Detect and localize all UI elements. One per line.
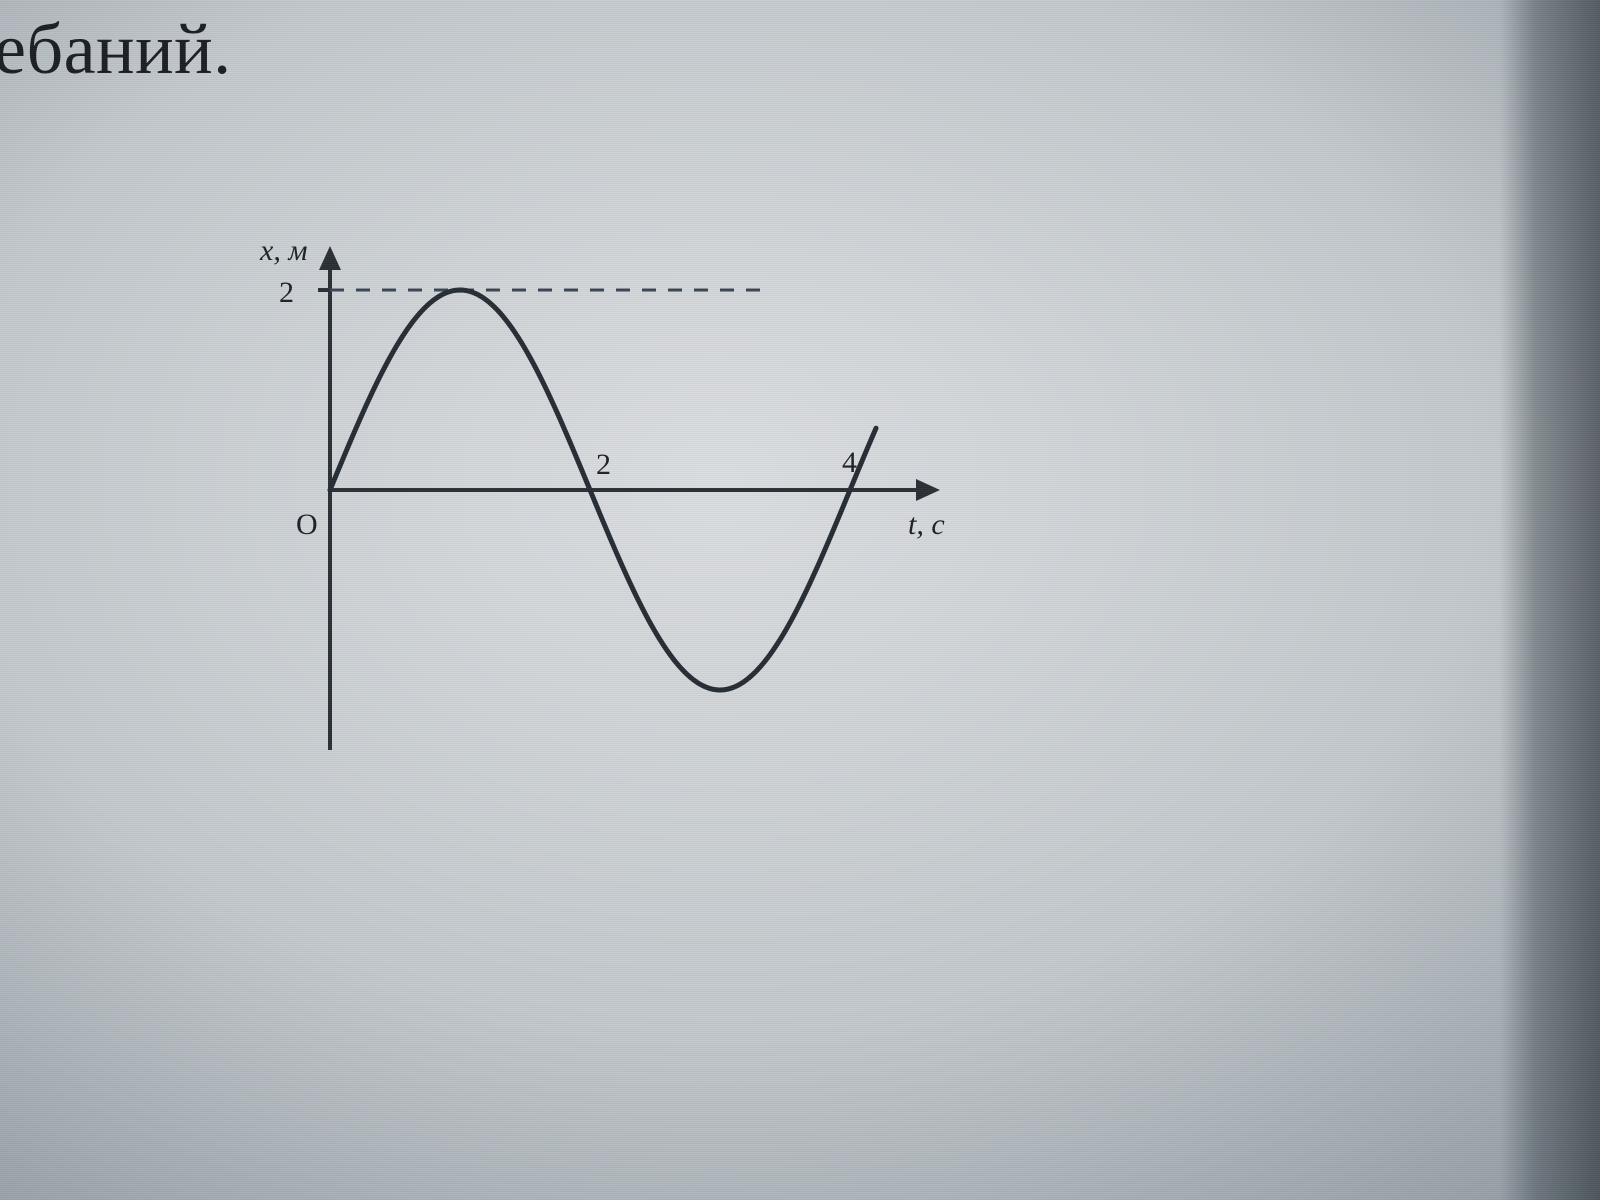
x-axis-label: t, с	[908, 508, 945, 541]
origin-label: O	[296, 508, 318, 541]
y-tick-label: 2	[279, 276, 294, 309]
y-axis-label: x, м	[259, 234, 307, 267]
x-tick-label-4: 4	[842, 446, 857, 479]
y-axis-arrow-icon	[319, 246, 341, 270]
oscillation-chart: x, м 2 O 2 4 t, с	[210, 130, 970, 895]
x-axis-arrow-icon	[916, 479, 940, 501]
page-word-fragment: ебаний.	[0, 8, 232, 91]
x-tick-label-2: 2	[596, 448, 611, 481]
oscillation-chart-svg: x, м 2 O 2 4 t, с	[210, 130, 970, 890]
photo-right-shade	[1500, 0, 1600, 1200]
